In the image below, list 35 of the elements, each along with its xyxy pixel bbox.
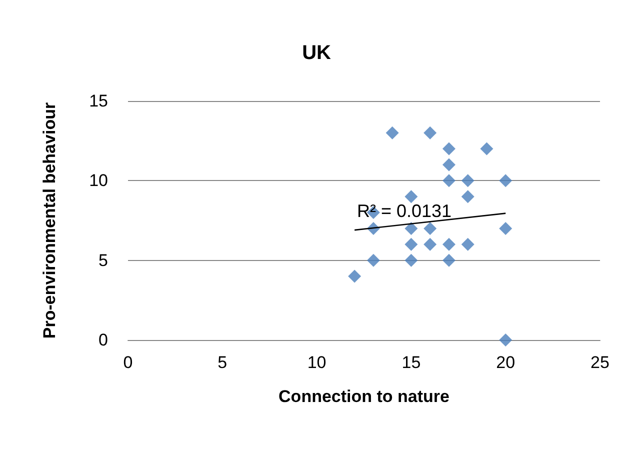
x-axis-title: Connection to nature [278, 387, 450, 406]
chart-title: UK [302, 42, 332, 64]
point [461, 190, 474, 204]
point [404, 254, 418, 267]
x-tick-label: 20 [496, 353, 516, 372]
point [404, 190, 418, 204]
point [499, 222, 512, 235]
y-tick-label: 5 [98, 250, 108, 270]
point [424, 222, 437, 235]
point [404, 222, 418, 235]
point [499, 174, 512, 188]
x-tick-label: 0 [123, 353, 133, 372]
point [499, 334, 512, 346]
y-axis-title: Pro-environmental behaviour [40, 102, 59, 339]
x-tick-label: 25 [590, 353, 610, 372]
y-tick-label: 15 [89, 92, 108, 110]
point [348, 270, 362, 283]
y-tick-label: 10 [89, 171, 108, 190]
point [442, 142, 456, 156]
point [386, 126, 399, 140]
point [424, 238, 437, 251]
point [442, 158, 456, 172]
point [461, 238, 474, 251]
point [461, 174, 474, 188]
x-tick-label: 15 [402, 353, 421, 372]
point [442, 254, 456, 267]
point [404, 238, 418, 251]
point [442, 174, 456, 188]
point [424, 126, 437, 140]
point [442, 238, 456, 251]
y-tick-label: 0 [98, 330, 108, 350]
point [480, 142, 494, 156]
x-tick-label: 10 [307, 353, 326, 372]
x-tick-label: 5 [218, 353, 228, 372]
point [366, 254, 380, 267]
